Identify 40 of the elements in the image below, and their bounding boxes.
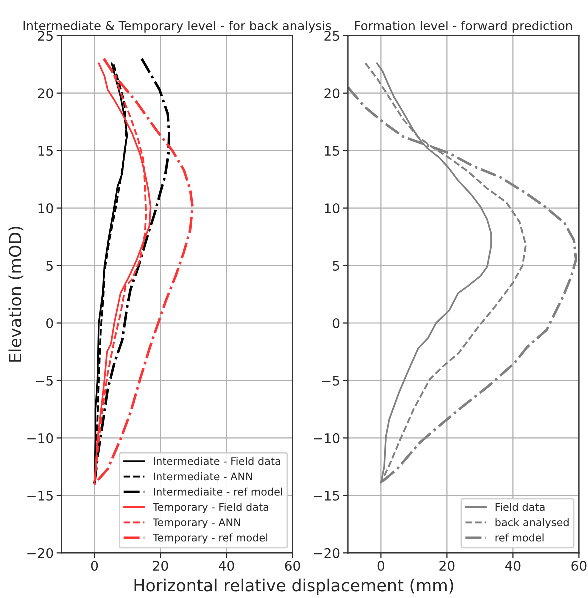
- y-tick-label: −5: [36, 376, 53, 386]
- legend-label: Intermediate - ANN: [154, 472, 252, 481]
- x-tick-label: 60: [572, 561, 587, 571]
- legend-label: Intermediate - Field data: [154, 457, 280, 466]
- y-tick-label: −20: [314, 548, 340, 558]
- y-tick-label: 10: [38, 204, 54, 214]
- y-tick-label: 25: [38, 31, 53, 42]
- y-tick-label: −15: [28, 491, 53, 501]
- y-tick-label: 20: [324, 88, 340, 99]
- y-tick-label: 20: [38, 88, 54, 99]
- x-tick-label: 40: [218, 561, 234, 571]
- y-tick-label: 0: [333, 318, 340, 328]
- y-tick-label: 5: [333, 261, 340, 271]
- y-tick-label: −15: [314, 491, 340, 501]
- x-tick-label: 40: [505, 561, 521, 571]
- y-tick-label: −10: [314, 433, 340, 444]
- y-tick-label: −5: [322, 376, 340, 386]
- x-tick-label: 20: [440, 561, 455, 571]
- legend-label: Field data: [496, 503, 545, 512]
- y-tick-label: −20: [28, 548, 54, 558]
- y-tick-label: 10: [325, 204, 340, 214]
- y-tick-label: −10: [28, 433, 54, 444]
- x-tick-label: 20: [153, 561, 168, 571]
- y-tick-label: 15: [38, 146, 53, 156]
- legend-label: Temporary - Field data: [152, 503, 269, 514]
- legend-label: Temporary - ref model: [152, 534, 268, 544]
- x-tick-label: 0: [91, 561, 98, 571]
- chart-title: Formation level - forward prediction: [355, 21, 572, 33]
- y-tick-label: 5: [46, 261, 53, 271]
- legend-label: back analysed: [496, 518, 569, 528]
- legend-label: Intermediaite - ref model: [154, 488, 282, 496]
- y-tick-label: 0: [46, 318, 54, 328]
- y-axis-title: Elevation (mOD): [8, 226, 24, 362]
- legend-label: ref model: [496, 534, 544, 542]
- legend-label: Temporary - ANN: [152, 518, 240, 528]
- x-tick-label: 0: [378, 561, 384, 571]
- x-tick-label: 60: [285, 561, 300, 571]
- y-tick-label: 15: [325, 146, 340, 156]
- x-axis-title: Horizontal relative displacement (mm): [134, 578, 454, 596]
- y-tick-label: 25: [324, 31, 340, 42]
